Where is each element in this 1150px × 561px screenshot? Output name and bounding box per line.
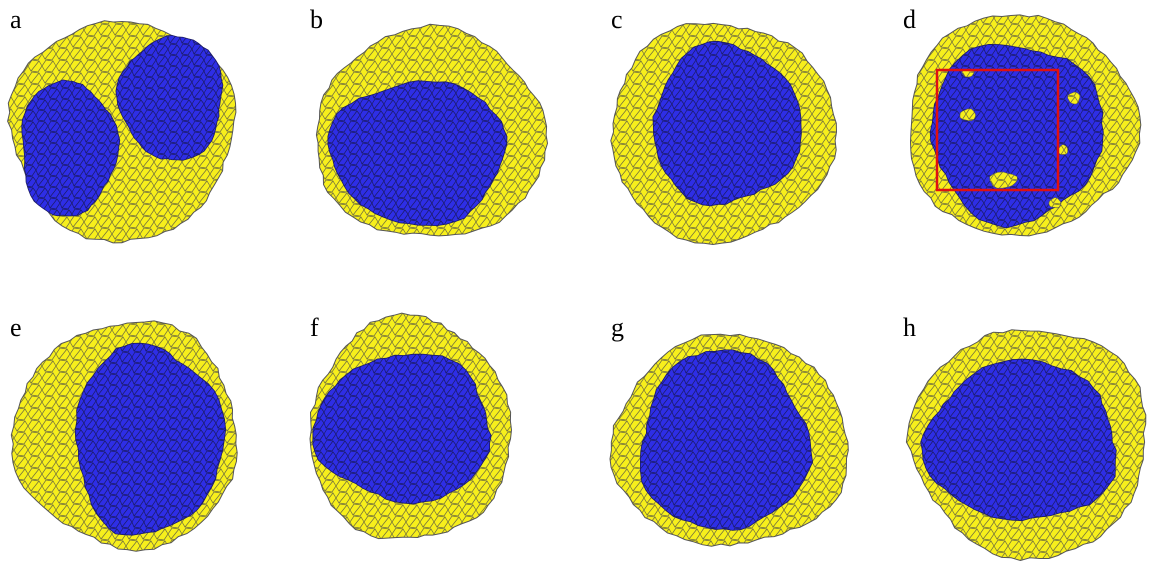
- panel-label: e: [10, 313, 22, 342]
- figure: a b c d e f g h: [0, 0, 1150, 561]
- panel-label: b: [310, 5, 323, 34]
- panel-label: h: [903, 313, 916, 342]
- panel-label: f: [310, 313, 319, 342]
- panel-label: g: [611, 313, 624, 342]
- page: a b c d e f g h (() => { const data = JS…: [0, 0, 1150, 561]
- panel-label: c: [611, 5, 623, 34]
- panel-label: d: [903, 5, 916, 34]
- panel-label: a: [10, 5, 22, 34]
